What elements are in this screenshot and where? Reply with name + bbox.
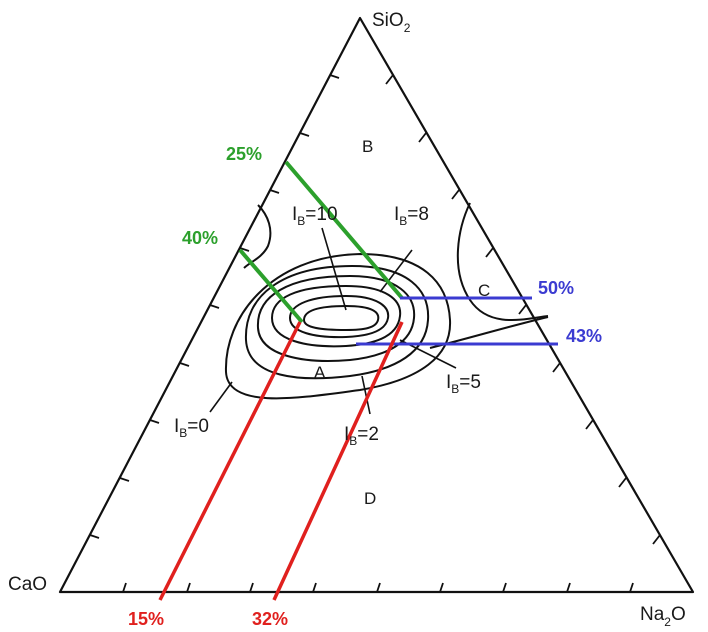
ternary-triangle (58, 16, 695, 594)
leader-ib-0 (209, 381, 233, 413)
blue-label-43: 43% (566, 326, 602, 346)
bottom-edge-ticks (122, 582, 634, 593)
red-line-15 (158, 321, 302, 601)
leader-ib-8 (379, 249, 413, 293)
left-edge-ticks (89, 74, 340, 539)
leader-ib-2 (361, 375, 371, 415)
red-line-32 (272, 321, 404, 601)
vertex-label-top: SiO2 (372, 10, 411, 35)
green-line-25 (284, 160, 404, 300)
contour-label-ib-8: IB=8 (394, 204, 429, 228)
vertex-label-right: Na2O (640, 604, 686, 629)
region-label-c: C (478, 281, 490, 300)
contour-label-ib-0: IB=0 (174, 416, 209, 440)
green-label-25: 25% (226, 144, 262, 164)
green-label-40: 40% (182, 228, 218, 248)
red-label-15: 15% (128, 609, 164, 629)
contour-label-ib-10: IB=10 (292, 204, 338, 228)
right-edge-ticks (385, 74, 661, 545)
region-label-b: B (362, 137, 373, 156)
region-label-a: A (314, 363, 326, 382)
vertex-label-left: CaO (8, 574, 47, 595)
contour-ib-5 (256, 274, 416, 362)
contour-ib-2 (244, 264, 430, 380)
red-label-32: 32% (252, 609, 288, 629)
contour-ib-0 (224, 252, 452, 400)
green-line-40 (238, 248, 304, 324)
contour-label-ib-5: IB=5 (446, 372, 481, 396)
contour-ib-9 (288, 294, 390, 339)
blue-label-50: 50% (538, 278, 574, 298)
boundary-c (456, 202, 549, 321)
contour-ib-8 (270, 284, 402, 348)
leader-ib-10 (321, 227, 347, 311)
contour-label-ib-2: IB=2 (344, 424, 379, 448)
contour-ib-10 (302, 304, 380, 332)
region-label-d: D (364, 489, 376, 508)
